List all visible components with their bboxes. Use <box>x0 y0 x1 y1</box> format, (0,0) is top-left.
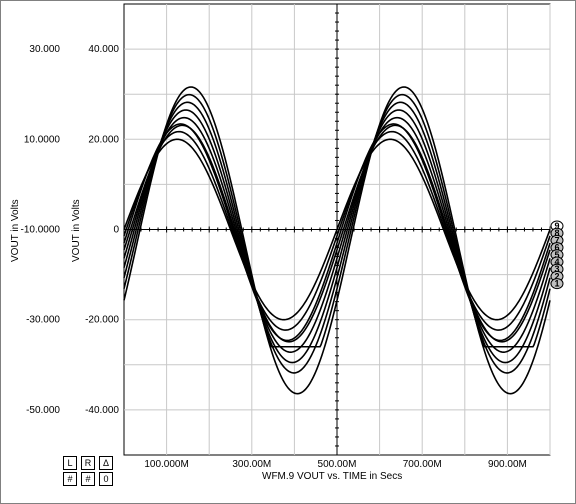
right-axis-tick-label: -20.000 <box>85 315 119 326</box>
right-axis-tick-label: -40.000 <box>85 405 119 416</box>
trace-marker-label: 1 <box>554 279 559 289</box>
x-axis-tick-label: 500.00M <box>318 459 357 470</box>
cursor-r-trace-select[interactable]: # <box>81 472 95 486</box>
x-axis-tick-label: 300.00M <box>232 459 271 470</box>
delta-value: 0 <box>99 472 113 486</box>
cursor-l-button[interactable]: L <box>63 456 77 470</box>
trace-marker-label: 2 <box>554 271 559 281</box>
trace-line-2 <box>123 130 551 331</box>
trace-marker-label: 6 <box>554 243 559 253</box>
trace-marker-label: 5 <box>554 250 559 260</box>
trace-marker-label: 8 <box>554 228 559 238</box>
left-axis-tick-label: -30.000 <box>26 315 60 326</box>
delta-button[interactable]: Δ <box>99 456 113 470</box>
right-axis-title: VOUT in Volts <box>71 199 82 262</box>
right-axis-tick-label: 0 <box>113 225 119 236</box>
trace-line-6 <box>123 109 551 364</box>
left-axis-tick-label: 30.000 <box>29 44 60 55</box>
trace-marker-label: 4 <box>554 257 559 267</box>
left-axis-tick-label: -10.0000 <box>21 225 61 236</box>
left-axis-title: VOUT in Volts <box>10 199 21 262</box>
x-axis-tick-label: 100.000M <box>144 459 188 470</box>
left-axis-tick-label: -50.000 <box>26 405 60 416</box>
right-axis-ticks: 40.000 20.000 0 -20.000 -40.000 <box>85 44 119 416</box>
x-axis-ticks: 100.000M 300.00M 500.00M 700.00M 900.00M <box>144 459 527 470</box>
trace-marker-label: 9 <box>554 221 559 231</box>
x-axis-tick-label: 900.00M <box>488 459 527 470</box>
cursor-l-trace-select[interactable]: # <box>63 472 77 486</box>
trace-line-1 <box>123 138 551 321</box>
trace-line-4 <box>123 124 551 343</box>
right-axis-tick-label: 40.000 <box>88 44 119 55</box>
right-axis-tick-label: 20.000 <box>88 134 119 145</box>
x-axis-title: WFM.9 VOUT vs. TIME in Secs <box>262 471 402 482</box>
trace-line-9 <box>123 86 551 395</box>
left-axis-ticks: 30.000 10.0000 -10.0000 -30.000 -50.000 <box>21 44 61 416</box>
cursor-r-button[interactable]: R <box>81 456 95 470</box>
trace-marker-label: 3 <box>554 264 559 274</box>
trace-marker-label: 7 <box>554 235 559 245</box>
trace-marker-1[interactable] <box>550 278 564 290</box>
x-axis-tick-label: 700.00M <box>403 459 442 470</box>
trace-line-5 <box>123 116 551 353</box>
traces <box>123 86 551 395</box>
left-axis-tick-label: 10.0000 <box>24 134 61 145</box>
